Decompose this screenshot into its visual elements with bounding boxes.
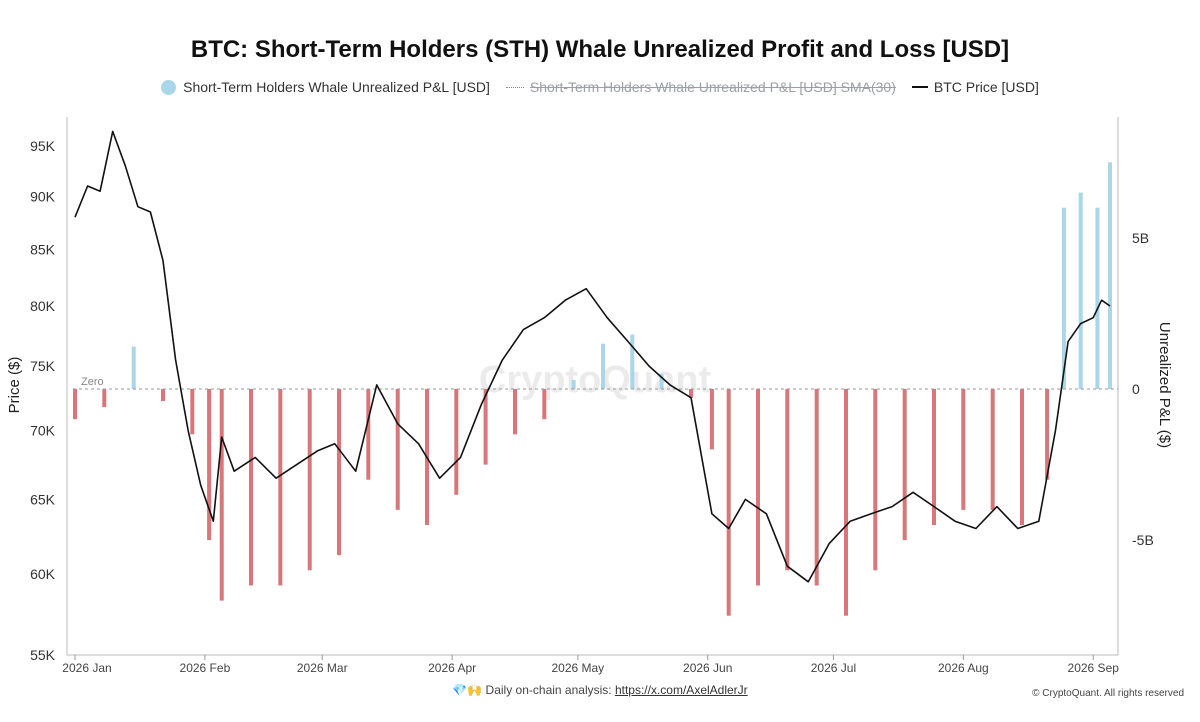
pnl-bar <box>709 389 714 450</box>
left-axis-title: Price ($) <box>6 357 23 414</box>
x-tick-label: 2026 Jun <box>683 661 732 675</box>
x-tick-label: 2026 Apr <box>428 661 476 675</box>
left-tick-label: 70K <box>30 422 56 438</box>
pnl-bar <box>161 389 165 402</box>
btc-price-line <box>74 130 1111 583</box>
pnl-bar <box>961 389 966 510</box>
zero-label: Zero <box>81 376 104 388</box>
left-tick-label: 75K <box>30 358 56 374</box>
x-tick-label: 2026 Sep <box>1068 661 1120 675</box>
pnl-bar <box>395 389 400 510</box>
pnl-bar <box>902 389 907 541</box>
left-tick-label: 60K <box>30 566 56 582</box>
pnl-bar <box>454 389 459 495</box>
pnl-bar <box>513 389 517 435</box>
pnl-bar <box>814 389 819 586</box>
pnl-bar <box>131 346 136 389</box>
pnl-bar <box>190 389 195 435</box>
pnl-bar <box>366 389 371 480</box>
legend-label-pnl: Short-Term Holders Whale Unrealized P&L … <box>183 79 490 95</box>
x-tick-label: 2026 Feb <box>180 661 231 675</box>
x-tick-label: 2026 Aug <box>938 661 989 675</box>
x-tick-label: 2026 May <box>551 661 604 675</box>
pnl-bar <box>249 389 253 586</box>
right-tick-label: 5B <box>1132 230 1149 246</box>
pnl-bar <box>1095 207 1100 389</box>
left-tick-label: 90K <box>30 188 56 204</box>
left-tick-label: 80K <box>30 298 56 314</box>
pnl-bar <box>337 389 341 556</box>
legend-label-price: BTC Price [USD] <box>933 79 1039 95</box>
footer-link[interactable]: https://x.com/AxelAdlerJr <box>614 683 748 697</box>
pnl-bar <box>102 389 107 408</box>
pnl-bar <box>73 389 77 420</box>
x-tick-label: 2026 Jan <box>62 661 111 675</box>
copyright: © CryptoQuant. All rights reserved <box>1032 688 1184 699</box>
pnl-bar <box>873 389 878 571</box>
pnl-bar <box>756 389 760 586</box>
pnl-bar <box>844 389 848 616</box>
legend-item-price[interactable]: BTC Price [USD] <box>911 79 1039 95</box>
plot-frame <box>66 117 1119 656</box>
footer: 💎🙌 Daily on-chain analysis: https://x.co… <box>0 683 1200 697</box>
right-tick-label: -5B <box>1132 532 1154 548</box>
left-tick-label: 55K <box>30 647 56 663</box>
pnl-bar <box>1078 192 1083 390</box>
right-tick-label: 0 <box>1132 381 1140 397</box>
left-tick-label: 85K <box>30 242 56 258</box>
zero-line-group: Zero <box>73 376 1118 390</box>
left-tick-label: 95K <box>30 138 56 154</box>
x-tick-label: 2026 Jul <box>811 661 856 675</box>
pnl-bar <box>785 389 790 571</box>
legend-swatch-pnl <box>161 79 177 95</box>
footer-text: Daily on-chain analysis: <box>485 683 612 697</box>
legend-swatch-sma <box>505 86 524 88</box>
legend-label-sma: Short-Term Holders Whale Unrealized P&L … <box>529 79 896 95</box>
pnl-bar <box>1061 207 1066 389</box>
right-axis-ticks: -5B 0 5B <box>1132 230 1154 548</box>
price-line-group <box>74 130 1111 583</box>
pnl-bar <box>207 389 212 541</box>
watermark: CryptoQuant <box>479 359 712 401</box>
pnl-bar <box>1020 389 1024 525</box>
pnl-bar <box>307 389 312 571</box>
left-tick-label: 65K <box>30 491 56 507</box>
pnl-bar <box>630 334 635 389</box>
legend-swatch-price <box>911 86 928 88</box>
legend-item-pnl[interactable]: Short-Term Holders Whale Unrealized P&L … <box>161 79 490 95</box>
pnl-bar <box>726 389 731 616</box>
legend: Short-Term Holders Whale Unrealized P&L … <box>0 79 1200 95</box>
pnl-bar <box>571 380 576 390</box>
x-tick-label: 2026 Mar <box>297 661 348 675</box>
left-axis-ticks: 55K 60K 65K 70K 75K 80K 85K 90K 95K <box>30 138 56 663</box>
pnl-bar <box>542 389 547 420</box>
diamond-hands-icon: 💎🙌 <box>452 683 483 697</box>
pnl-bar <box>990 389 995 510</box>
pnl-bar <box>219 389 224 601</box>
pnl-bars <box>73 162 1112 616</box>
pnl-bar <box>689 389 693 399</box>
x-axis-ticks: 2026 Jan 2026 Feb 2026 Mar 2026 Apr 2026 May… <box>62 655 1119 675</box>
pnl-bar <box>278 389 283 586</box>
right-axis-title: Unrealized P&L ($) <box>1156 322 1173 448</box>
pnl-bar <box>659 373 664 389</box>
pnl-bar <box>483 389 488 465</box>
pnl-bar <box>1108 162 1112 389</box>
chart-title: BTC: Short-Term Holders (STH) Whale Unre… <box>190 36 1010 63</box>
pnl-bar <box>601 343 605 389</box>
pnl-bar <box>1045 389 1050 480</box>
legend-item-sma[interactable]: Short-Term Holders Whale Unrealized P&L … <box>505 79 896 95</box>
pnl-bar <box>932 389 936 525</box>
